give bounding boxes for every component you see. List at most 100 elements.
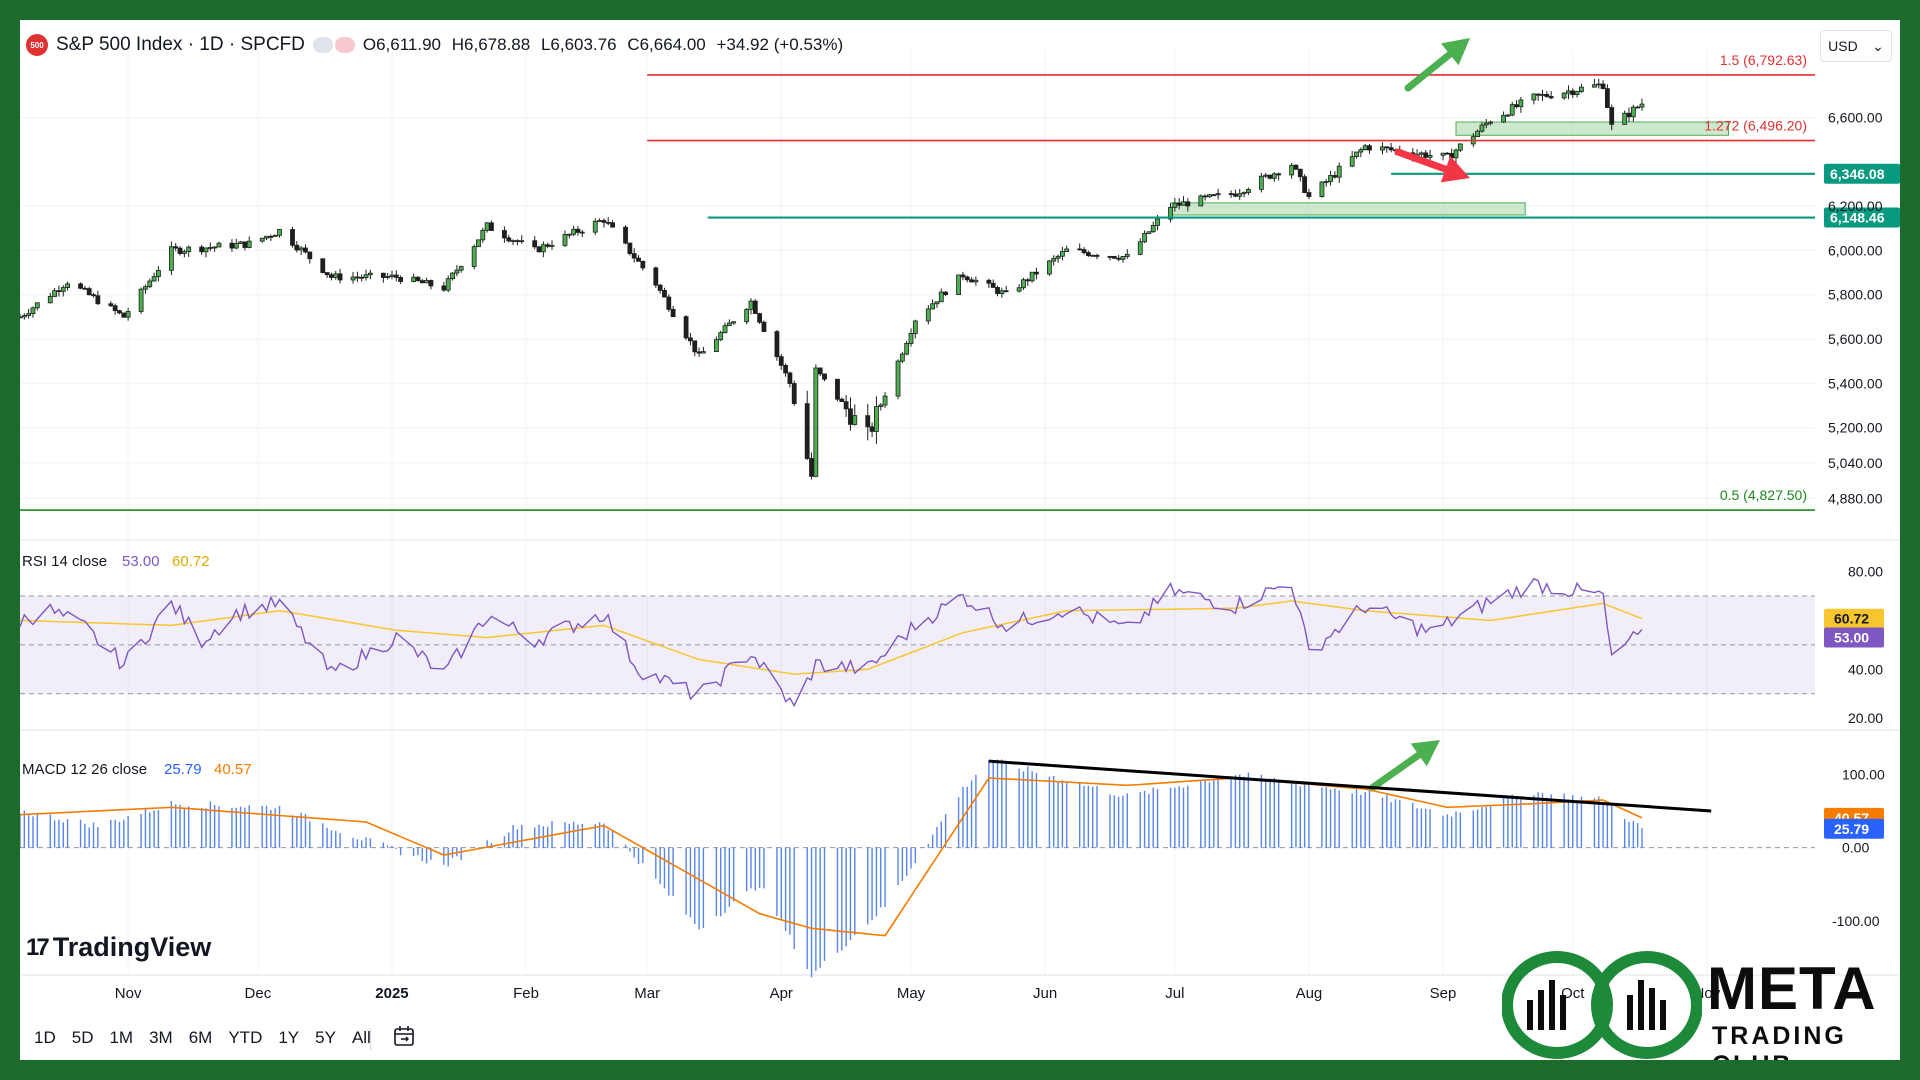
- candle-down: [575, 228, 581, 233]
- timeframe-1y[interactable]: 1Y: [278, 1028, 300, 1047]
- candle-up: [1518, 99, 1524, 108]
- candle-up: [138, 288, 144, 312]
- calendar-goto-icon[interactable]: [392, 1024, 416, 1048]
- candle-down: [605, 221, 611, 224]
- candle-up: [246, 240, 252, 248]
- candle-up: [203, 247, 209, 253]
- macd-value: 25.79: [164, 761, 202, 778]
- candle-up: [259, 237, 265, 242]
- candle-down: [623, 226, 628, 244]
- candle-up: [579, 231, 585, 234]
- candle-up: [956, 274, 961, 296]
- candle-down: [20, 316, 23, 319]
- macd-signal-line: [20, 777, 1643, 937]
- candle-down: [268, 235, 274, 238]
- candle-up: [566, 233, 572, 236]
- candle-down: [1302, 176, 1308, 193]
- timeframe-all[interactable]: All: [351, 1028, 371, 1047]
- candle-up: [168, 246, 174, 271]
- symbol-logo-icon: 500: [26, 34, 48, 56]
- candle-up: [718, 332, 724, 341]
- rsi-ma-value: 60.72: [172, 553, 210, 570]
- macd-badge-bg: [1824, 818, 1884, 839]
- candle-down: [441, 285, 447, 291]
- time-axis-tick: May: [897, 985, 926, 1002]
- timeframe-3m[interactable]: 3M: [149, 1028, 173, 1047]
- candle-up: [592, 220, 598, 233]
- candle-up: [1142, 232, 1147, 243]
- candle-down: [1444, 152, 1450, 155]
- timeframe-5d[interactable]: 5D: [71, 1028, 94, 1047]
- ohlc-high: H6,678.88: [451, 35, 531, 54]
- candle-down: [752, 300, 758, 314]
- time-axis-tick: 2025: [375, 985, 408, 1002]
- candle-up: [1150, 225, 1156, 233]
- macd-axis-tick: -100.00: [1832, 913, 1880, 929]
- candle-up: [450, 272, 455, 280]
- candle-up: [1362, 145, 1368, 150]
- timeframe-bar: 1D 5D 1M 3M 6M YTD 1Y 5Y All: [28, 1024, 377, 1052]
- candle-down: [1081, 249, 1087, 253]
- currency-select[interactable]: USD ⌄: [1820, 30, 1892, 62]
- candle-up: [597, 220, 602, 222]
- time-axis-tick: Jul: [1165, 985, 1184, 1002]
- candle-up: [882, 395, 888, 406]
- timeframe-1m[interactable]: 1M: [109, 1028, 134, 1047]
- candle-up: [1120, 256, 1126, 260]
- candle-up: [1336, 165, 1342, 178]
- candle-up: [722, 325, 728, 334]
- candle-up: [700, 351, 706, 354]
- candle-down: [791, 383, 797, 405]
- chart-canvas[interactable]: 1.5 (6,792.63) 1.272 (6,496.20) 6,346.08 6,…: [20, 20, 1900, 1060]
- candle-up: [852, 415, 858, 425]
- timeframe-5y[interactable]: 5Y: [315, 1028, 336, 1047]
- candle-down: [1626, 112, 1632, 118]
- candle-up: [1047, 260, 1052, 275]
- candle-down: [419, 280, 425, 284]
- candle-up: [726, 322, 732, 327]
- candle-up: [874, 406, 879, 432]
- symbol-title[interactable]: S&P 500 Index · 1D · SPCFD: [56, 34, 305, 55]
- candle-up: [1263, 174, 1269, 177]
- candle-up: [60, 287, 66, 292]
- candle-up: [930, 303, 936, 310]
- candle-down: [1211, 194, 1217, 197]
- candle-up: [895, 360, 901, 397]
- candle-down: [117, 310, 122, 314]
- candle-down: [1570, 90, 1576, 95]
- candle-up: [151, 276, 157, 282]
- timeframe-ytd[interactable]: YTD: [228, 1028, 263, 1047]
- timeframe-6m[interactable]: 6M: [188, 1028, 213, 1047]
- candle-up: [1453, 149, 1459, 159]
- meta-trading-club-logo: META TRADING CLUB: [1501, 950, 1900, 1060]
- level-label: 0.5 (4,827.50): [1720, 487, 1807, 503]
- chart-frame: 1.5 (6,792.63) 1.272 (6,496.20) 6,346.08 6,…: [20, 20, 1900, 1060]
- brand-word: META: [1707, 955, 1877, 1022]
- macd-trendline: [988, 759, 1712, 813]
- timeframe-1d[interactable]: 1D: [34, 1028, 56, 1047]
- candle-down: [1388, 147, 1394, 151]
- candle-up: [562, 234, 568, 246]
- candle-up: [1172, 202, 1178, 208]
- currency-label: USD: [1828, 38, 1858, 54]
- candle-down: [545, 244, 551, 247]
- candle-up: [744, 308, 750, 323]
- candle-down: [1025, 279, 1031, 282]
- candle-up: [1540, 93, 1545, 96]
- candle-up: [1241, 192, 1247, 195]
- macd-axis-tick: 100.00: [1842, 766, 1885, 782]
- candle-up: [1566, 90, 1571, 94]
- ohlc-open: O6,611.90: [362, 35, 442, 54]
- candle-down: [428, 280, 434, 287]
- ohlc-change: +34.92 (+0.53%): [716, 35, 844, 54]
- arrow-head: [1410, 740, 1440, 767]
- rsi-title: RSI 14 close: [22, 553, 107, 570]
- candle-up: [1168, 206, 1173, 220]
- price-axis-tick: 5,200.00: [1828, 420, 1883, 436]
- candle-up: [1207, 194, 1212, 198]
- candle-down: [95, 295, 101, 305]
- candle-down: [1185, 201, 1191, 207]
- rsi-axis-tick: 80.00: [1848, 564, 1883, 580]
- candle-up: [813, 367, 819, 477]
- candle-down: [324, 272, 330, 276]
